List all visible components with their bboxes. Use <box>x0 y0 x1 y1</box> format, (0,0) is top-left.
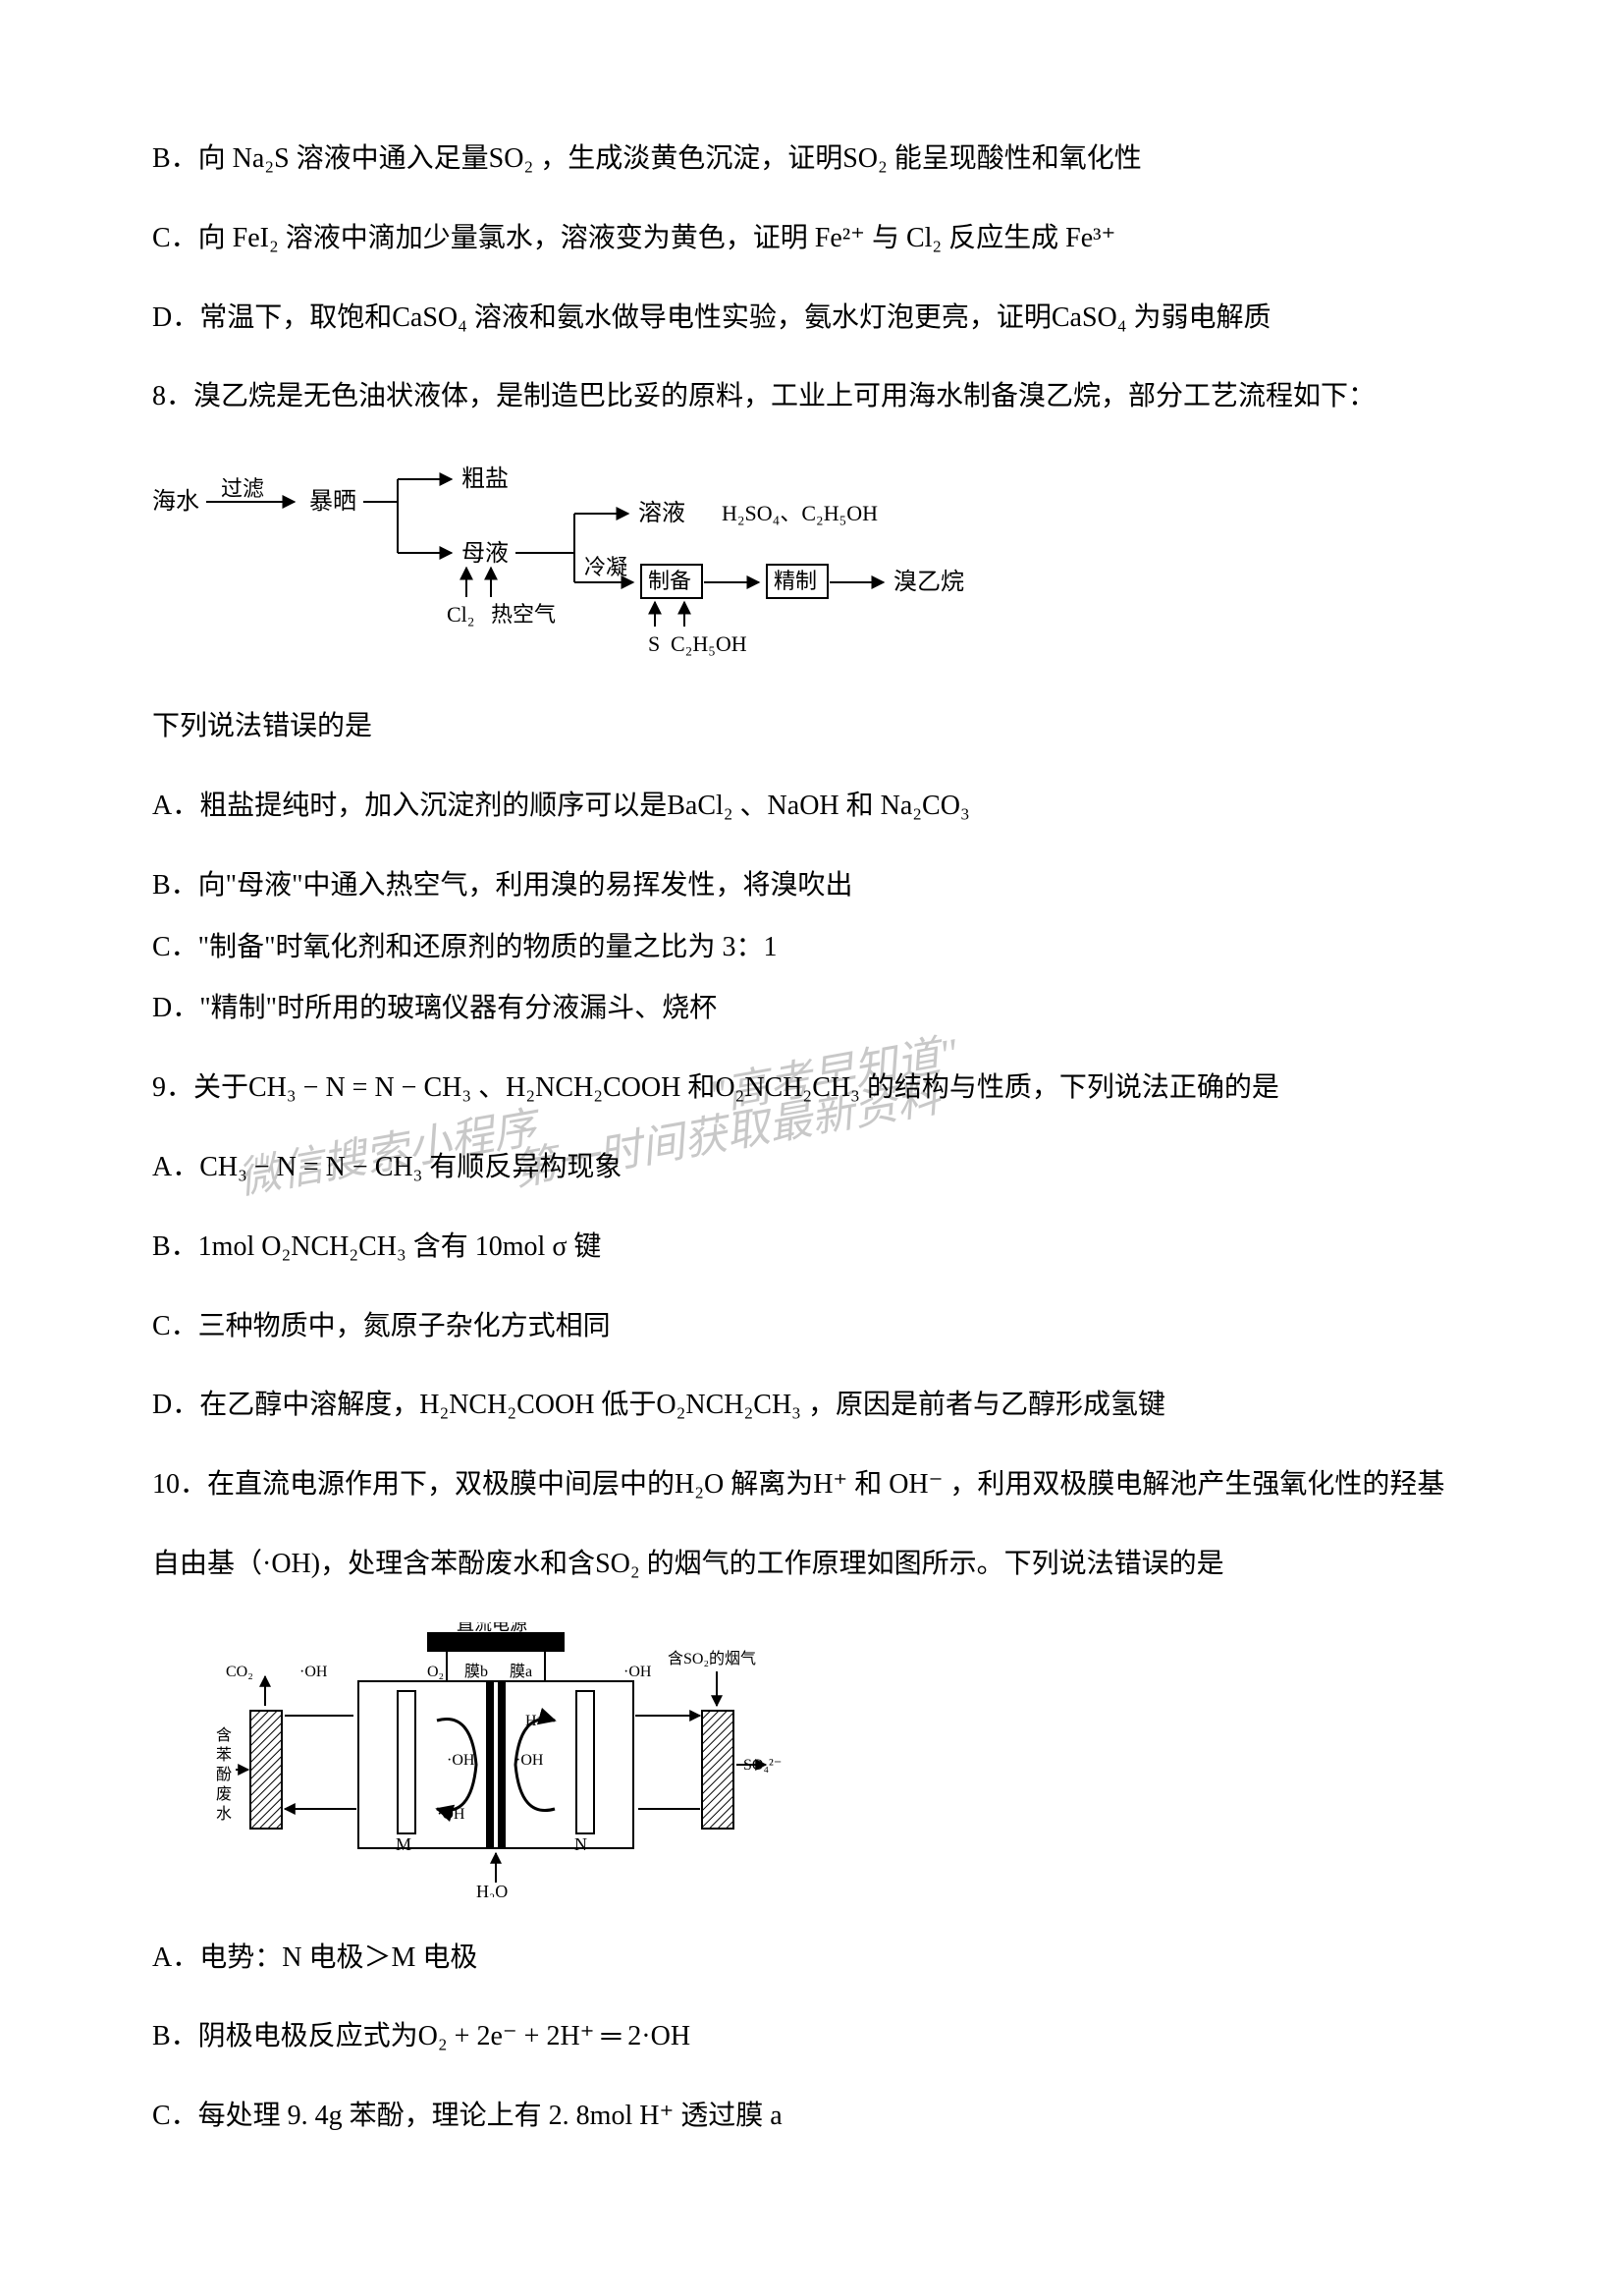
svg-text:·OH: ·OH <box>515 1752 544 1769</box>
label-n: N <box>574 1834 587 1854</box>
q9-option-d: D．在乙醇中溶解度，H₂NCH₂COOH 低于O₂NCH₂CH₃ ，原因是前者与… <box>152 1384 1471 1428</box>
flow-solution: 溶液 <box>638 500 685 526</box>
svg-text:·OH: ·OH <box>437 1806 465 1823</box>
svg-text:废: 废 <box>216 1785 232 1803</box>
q10-option-b: B．阴极电极反应式为O₂ + 2e⁻ + 2H⁺ ═ 2·OH <box>152 2015 1471 2059</box>
q9-option-a: A．CH₃ − N = N − CH₃ 有顺反异构现象 <box>152 1146 1471 1190</box>
q9-stem: 9．关于CH₃ − N = N − CH₃ 、H₂NCH₂COOH 和O₂NCH… <box>152 1066 1471 1111</box>
svg-text:·OH: ·OH <box>447 1752 475 1769</box>
q10-option-a: A．电势：N 电极＞M 电极 <box>152 1937 1471 1981</box>
q7-option-c: C．向 FeI₂ 溶液中滴加少量氯水，溶液变为黄色，证明 Fe²⁺ 与 Cl₂ … <box>152 217 1471 261</box>
q8-stem: 8．溴乙烷是无色油状液体，是制造巴比妥的原料，工业上可用海水制备溴乙烷，部分工艺… <box>152 375 1471 419</box>
flow-reagent-e: C₂H₅OH <box>671 631 747 656</box>
flow-seawater: 海水 <box>152 488 199 515</box>
q8-flow-diagram: 海水 过滤 暴晒 粗盐 母液 Cl₂ 热空气 溶液 冷凝 制备 H₂SO₄、C₂… <box>103 455 1471 681</box>
flow-refine: 精制 <box>774 569 817 593</box>
label-h2o: H₂O <box>476 1882 508 1897</box>
label-phenol: 含 <box>216 1726 232 1744</box>
flow-prepare: 制备 <box>648 569 691 593</box>
flow-sundry: 暴晒 <box>309 489 356 515</box>
svg-text:CO₂: CO₂ <box>226 1664 253 1680</box>
label-o2: O₂ <box>427 1664 444 1680</box>
q8-option-c: C．"制备"时氧化剂和还原剂的物质的量之比为 3：1 <box>152 926 1471 970</box>
q10-stem-2: 自由基（·OH)，处理含苯酚废水和含SO₂ 的烟气的工作原理如图所示。下列说法错… <box>152 1543 1471 1587</box>
svg-text:酚: 酚 <box>216 1766 232 1783</box>
q9-option-c: C．三种物质中，氮原子杂化方式相同 <box>152 1305 1471 1349</box>
svg-text:苯: 苯 <box>216 1746 232 1764</box>
q10-stem-1: 10．在直流电源作用下，双极膜中间层中的H₂O 解离为H⁺ 和 OH⁻ ，利用双… <box>152 1463 1471 1507</box>
flow-hot-air: 热空气 <box>491 602 556 627</box>
flow-mother-liquor: 母液 <box>461 540 509 567</box>
q7-option-d: D．常温下，取饱和CaSO₄ 溶液和氨水做导电性实验，氨水灯泡更亮，证明CaSO… <box>152 297 1471 341</box>
svg-text:·OH: ·OH <box>299 1664 328 1680</box>
flow-product: 溴乙烷 <box>893 569 964 595</box>
flow-filter: 过滤 <box>221 476 264 501</box>
label-memb-b: 膜b <box>464 1663 488 1680</box>
label-so2-gas: 含SO₂的烟气 <box>668 1650 756 1667</box>
svg-text:H⁺: H⁺ <box>525 1713 545 1729</box>
q10-option-c: C．每处理 9. 4g 苯酚，理论上有 2. 8mol H⁺ 透过膜 a <box>152 2095 1471 2139</box>
q9-option-b: B．1mol O₂NCH₂CH₃ 含有 10mol σ 键 <box>152 1226 1471 1270</box>
flow-crude-salt: 粗盐 <box>461 465 509 492</box>
q8-option-d: D．"精制"时所用的玻璃仪器有分液漏斗、烧杯 <box>152 987 1471 1031</box>
flow-reagent-s: S <box>648 631 660 656</box>
label-m: M <box>396 1834 411 1854</box>
q8-option-a: A．粗盐提纯时，加入沉淀剂的顺序可以是BaCl₂ 、NaOH 和 Na₂CO₃ <box>152 785 1471 829</box>
svg-text:水: 水 <box>216 1805 232 1823</box>
label-memb-a: 膜a <box>510 1663 532 1680</box>
page-content: B．向 Na₂S 溶液中通入足量SO₂ ，生成淡黄色沉淀，证明SO₂ 能呈现酸性… <box>152 137 1471 2139</box>
flow-cl2: Cl₂ <box>447 602 474 627</box>
label-dc: 直流电源 <box>457 1622 527 1634</box>
flow-cool: 冷凝 <box>584 555 627 579</box>
svg-text:·OH: ·OH <box>623 1664 652 1680</box>
q10-electrolysis-diagram: 直流电源 M N 膜b 膜a O₂ ·OH ·OH ·OH H⁺ <box>182 1622 1471 1912</box>
flow-reagent-top: H₂SO₄、C₂H₅OH <box>722 501 878 525</box>
q8-prompt: 下列说法错误的是 <box>152 705 1471 749</box>
q8-option-b: B．向"母液"中通入热空气，利用溴的易挥发性，将溴吹出 <box>152 864 1471 908</box>
q7-option-b: B．向 Na₂S 溶液中通入足量SO₂ ，生成淡黄色沉淀，证明SO₂ 能呈现酸性… <box>152 137 1471 182</box>
